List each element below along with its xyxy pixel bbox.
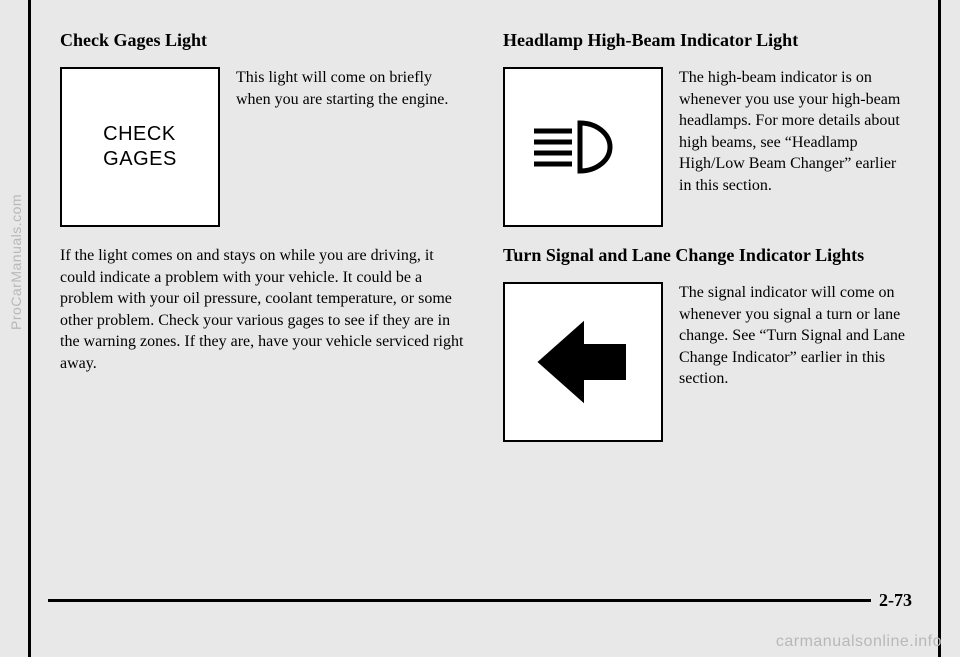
page-border-left	[28, 0, 31, 657]
highbeam-side-text: The high-beam indicator is on whenever y…	[679, 67, 910, 227]
left-column: Check Gages Light CHECK GAGES This light…	[60, 30, 467, 460]
check-gages-indicator-text: CHECK GAGES	[103, 122, 177, 172]
turnsignal-indicator-box	[503, 282, 663, 442]
watermark-left: ProCarManuals.com	[8, 194, 24, 330]
page-border-right	[938, 0, 941, 657]
watermark-bottom: carmanualsonline.info	[776, 633, 942, 651]
right-column: Headlamp High-Beam Indicator Light The h…	[503, 30, 910, 460]
turnsignal-block: The signal indicator will come on whenev…	[503, 282, 910, 442]
highbeam-block: The high-beam indicator is on whenever y…	[503, 67, 910, 227]
turn-signal-arrow-icon	[533, 317, 633, 407]
check-gages-line2: GAGES	[103, 147, 177, 172]
page-number: 2-73	[871, 590, 912, 611]
check-gages-body: If the light comes on and stays on while…	[60, 245, 467, 375]
highbeam-title: Headlamp High-Beam Indicator Light	[503, 30, 910, 51]
check-gages-line1: CHECK	[103, 122, 177, 147]
turnsignal-title: Turn Signal and Lane Change Indicator Li…	[503, 245, 910, 266]
check-gages-side-text: This light will come on briefly when you…	[236, 67, 467, 227]
check-gages-title: Check Gages Light	[60, 30, 467, 51]
footer-line	[48, 599, 871, 602]
turnsignal-side-text: The signal indicator will come on whenev…	[679, 282, 910, 442]
highbeam-indicator-box	[503, 67, 663, 227]
check-gages-indicator-box: CHECK GAGES	[60, 67, 220, 227]
check-gages-block: CHECK GAGES This light will come on brie…	[60, 67, 467, 227]
highbeam-icon	[528, 117, 638, 177]
footer-rule: 2-73	[48, 590, 912, 611]
two-column-layout: Check Gages Light CHECK GAGES This light…	[60, 30, 910, 460]
page-content: Check Gages Light CHECK GAGES This light…	[60, 30, 910, 460]
